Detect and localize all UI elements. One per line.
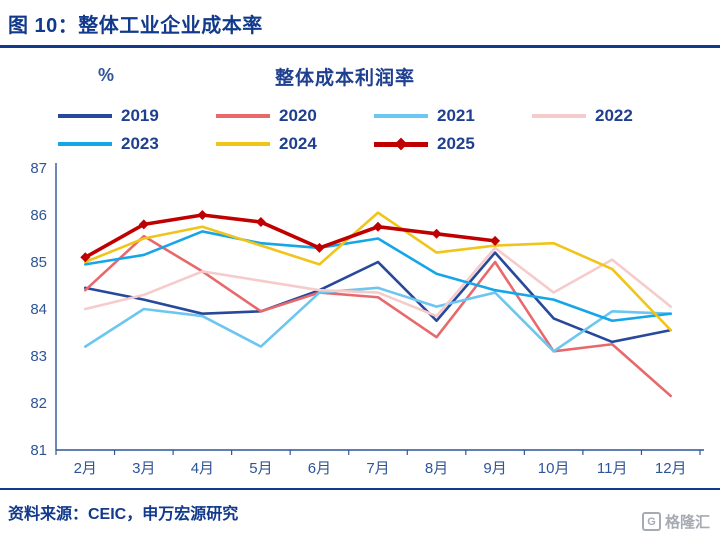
x-tick-label: 8月 (425, 460, 448, 477)
axes: 81 82 83 84 85 86 87 2月 3月 4月 5月 6月 7月 8月 9月 10月 11月 12月 (30, 160, 704, 477)
y-tick-label: 86 (30, 207, 47, 224)
y-tick-label: 82 (30, 395, 47, 412)
diamond-marker (197, 210, 208, 220)
x-tick-label: 10月 (538, 460, 570, 477)
x-tick-label: 6月 (308, 460, 331, 477)
series-2025 (80, 210, 501, 263)
y-tick-label: 83 (30, 348, 47, 365)
legend-item-2023: 2023 (58, 130, 216, 158)
legend-swatch-2023 (58, 142, 112, 146)
legend-item-2020: 2020 (216, 102, 374, 130)
legend-swatch-2019 (58, 114, 112, 118)
series-2023 (83, 230, 673, 323)
legend-item-2021: 2021 (374, 102, 532, 130)
series-2022 (83, 246, 673, 318)
footer-divider (0, 488, 720, 490)
series-2019 (83, 251, 673, 344)
x-tick-label: 4月 (191, 460, 214, 477)
legend-label-2020: 2020 (279, 106, 317, 125)
legend-label-2022: 2022 (595, 106, 633, 125)
x-tick-label: 3月 (132, 460, 155, 477)
figure-header: 图 10：整体工业企业成本率 (0, 0, 720, 45)
diamond-marker (138, 219, 149, 230)
diamond-marker (80, 252, 91, 263)
legend-label-2024: 2024 (279, 134, 317, 153)
legend-item-2022: 2022 (532, 102, 690, 130)
chart-area: % 整体成本利润率 2019 2020 2021 2022 2023 2024 2025 8… (0, 62, 720, 482)
x-tick-label: 9月 (483, 460, 506, 477)
diamond-marker (314, 242, 325, 253)
legend-item-2025: 2025 (374, 130, 532, 158)
legend-label-2021: 2021 (437, 106, 475, 125)
series-line-2021 (83, 286, 673, 353)
y-axis-unit: % (98, 65, 115, 85)
y-tick-label: 84 (30, 301, 47, 318)
gelonghui-icon: G (641, 512, 661, 531)
diamond-marker (255, 217, 266, 228)
legend-diamond-2025 (394, 137, 408, 151)
chart-legend: 2019 2020 2021 2022 2023 2024 2025 (58, 102, 708, 158)
x-tick-label: 5月 (249, 460, 272, 477)
line-chart: 81 82 83 84 85 86 87 2月 3月 4月 5月 6月 7月 8月 9月 10月 11月 12月 (30, 160, 704, 477)
legend-item-2019: 2019 (58, 102, 216, 130)
legend-label-2023: 2023 (121, 134, 159, 153)
series-2024 (83, 211, 673, 332)
diamond-marker (490, 235, 501, 246)
series-2020 (83, 234, 673, 398)
legend-item-2024: 2024 (216, 130, 374, 158)
x-tick-label: 7月 (366, 460, 389, 477)
figure-title: 图 10：整体工业企业成本率 (8, 15, 263, 37)
x-tick-label: 11月 (597, 460, 628, 477)
gelonghui-label: 格隆汇 (664, 514, 710, 531)
legend-label-2025: 2025 (437, 134, 475, 153)
series-line-2025 (83, 213, 497, 260)
source-note: 资料来源：CEIC，申万宏源研究 (8, 506, 239, 523)
series-2021 (83, 286, 673, 353)
series-line-2022 (83, 246, 673, 318)
x-tick-label: 12月 (655, 460, 687, 477)
series-line-2019 (83, 251, 673, 344)
x-tick-label: 2月 (74, 460, 97, 477)
y-tick-label: 81 (30, 442, 47, 459)
legend-swatch-2025 (374, 137, 428, 151)
y-tick-label: 87 (30, 160, 47, 177)
chart-title: 整体成本利润率 (274, 68, 415, 89)
legend-swatch-2021 (374, 114, 428, 118)
series-line-2023 (83, 230, 673, 323)
legend-swatch-2022 (532, 114, 586, 118)
legend-swatch-2024 (216, 142, 270, 146)
chart-title-row: % 整体成本利润率 (0, 62, 720, 92)
header-divider (0, 45, 720, 48)
legend-label-2019: 2019 (121, 106, 159, 125)
gelonghui-logo: G 格隆汇 (641, 511, 710, 532)
legend-swatch-2020 (216, 114, 270, 118)
diamond-marker (431, 228, 442, 239)
diamond-marker (373, 221, 383, 232)
y-tick-label: 85 (30, 254, 47, 271)
series-line-2024 (83, 211, 673, 332)
series-line-2020 (83, 234, 673, 398)
